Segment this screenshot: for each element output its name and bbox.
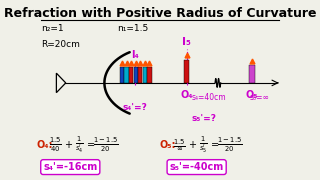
Bar — [133, 67, 138, 83]
Bar — [124, 67, 129, 83]
Bar — [250, 65, 255, 83]
Text: s₄'=?: s₄'=? — [122, 103, 147, 112]
Text: s₄=40cm: s₄=40cm — [192, 93, 226, 102]
Text: $\frac{1.5}{40}$: $\frac{1.5}{40}$ — [49, 136, 61, 154]
Bar — [184, 60, 189, 83]
Text: I₄: I₄ — [131, 50, 139, 60]
Text: O₅:: O₅: — [160, 140, 177, 150]
Text: $\frac{1}{s_5'}$: $\frac{1}{s_5'}$ — [199, 135, 207, 155]
Text: O₅: O₅ — [246, 90, 259, 100]
Text: =: = — [211, 140, 219, 150]
Text: O₄: O₄ — [180, 90, 193, 100]
Text: $\frac{1}{s_4'}$: $\frac{1}{s_4'}$ — [75, 135, 84, 155]
Text: I₅: I₅ — [182, 37, 191, 48]
Text: s₅=∞: s₅=∞ — [249, 93, 269, 102]
Bar — [138, 67, 142, 83]
Text: s₄'=-16cm: s₄'=-16cm — [43, 162, 97, 172]
Text: s₅'=?: s₅'=? — [192, 114, 217, 123]
Bar — [143, 67, 147, 83]
Text: $\frac{1.5}{\infty}$: $\frac{1.5}{\infty}$ — [172, 138, 185, 152]
Text: +: + — [64, 140, 72, 150]
Text: =: = — [87, 140, 95, 150]
Bar — [129, 67, 133, 83]
Bar — [120, 67, 124, 83]
Text: O₄:: O₄: — [36, 140, 53, 150]
Text: $\frac{1-1.5}{20}$: $\frac{1-1.5}{20}$ — [93, 136, 118, 154]
Text: +: + — [188, 140, 196, 150]
Text: n₂=1: n₂=1 — [41, 24, 64, 33]
Text: $\frac{1-1.5}{20}$: $\frac{1-1.5}{20}$ — [217, 136, 242, 154]
Text: s₅'=-40cm: s₅'=-40cm — [170, 162, 224, 172]
Text: n₁=1.5: n₁=1.5 — [117, 24, 148, 33]
Text: Refraction with Positive Radius of Curvature: Refraction with Positive Radius of Curva… — [4, 7, 316, 20]
Text: R=20cm: R=20cm — [41, 40, 80, 49]
Bar — [147, 67, 152, 83]
